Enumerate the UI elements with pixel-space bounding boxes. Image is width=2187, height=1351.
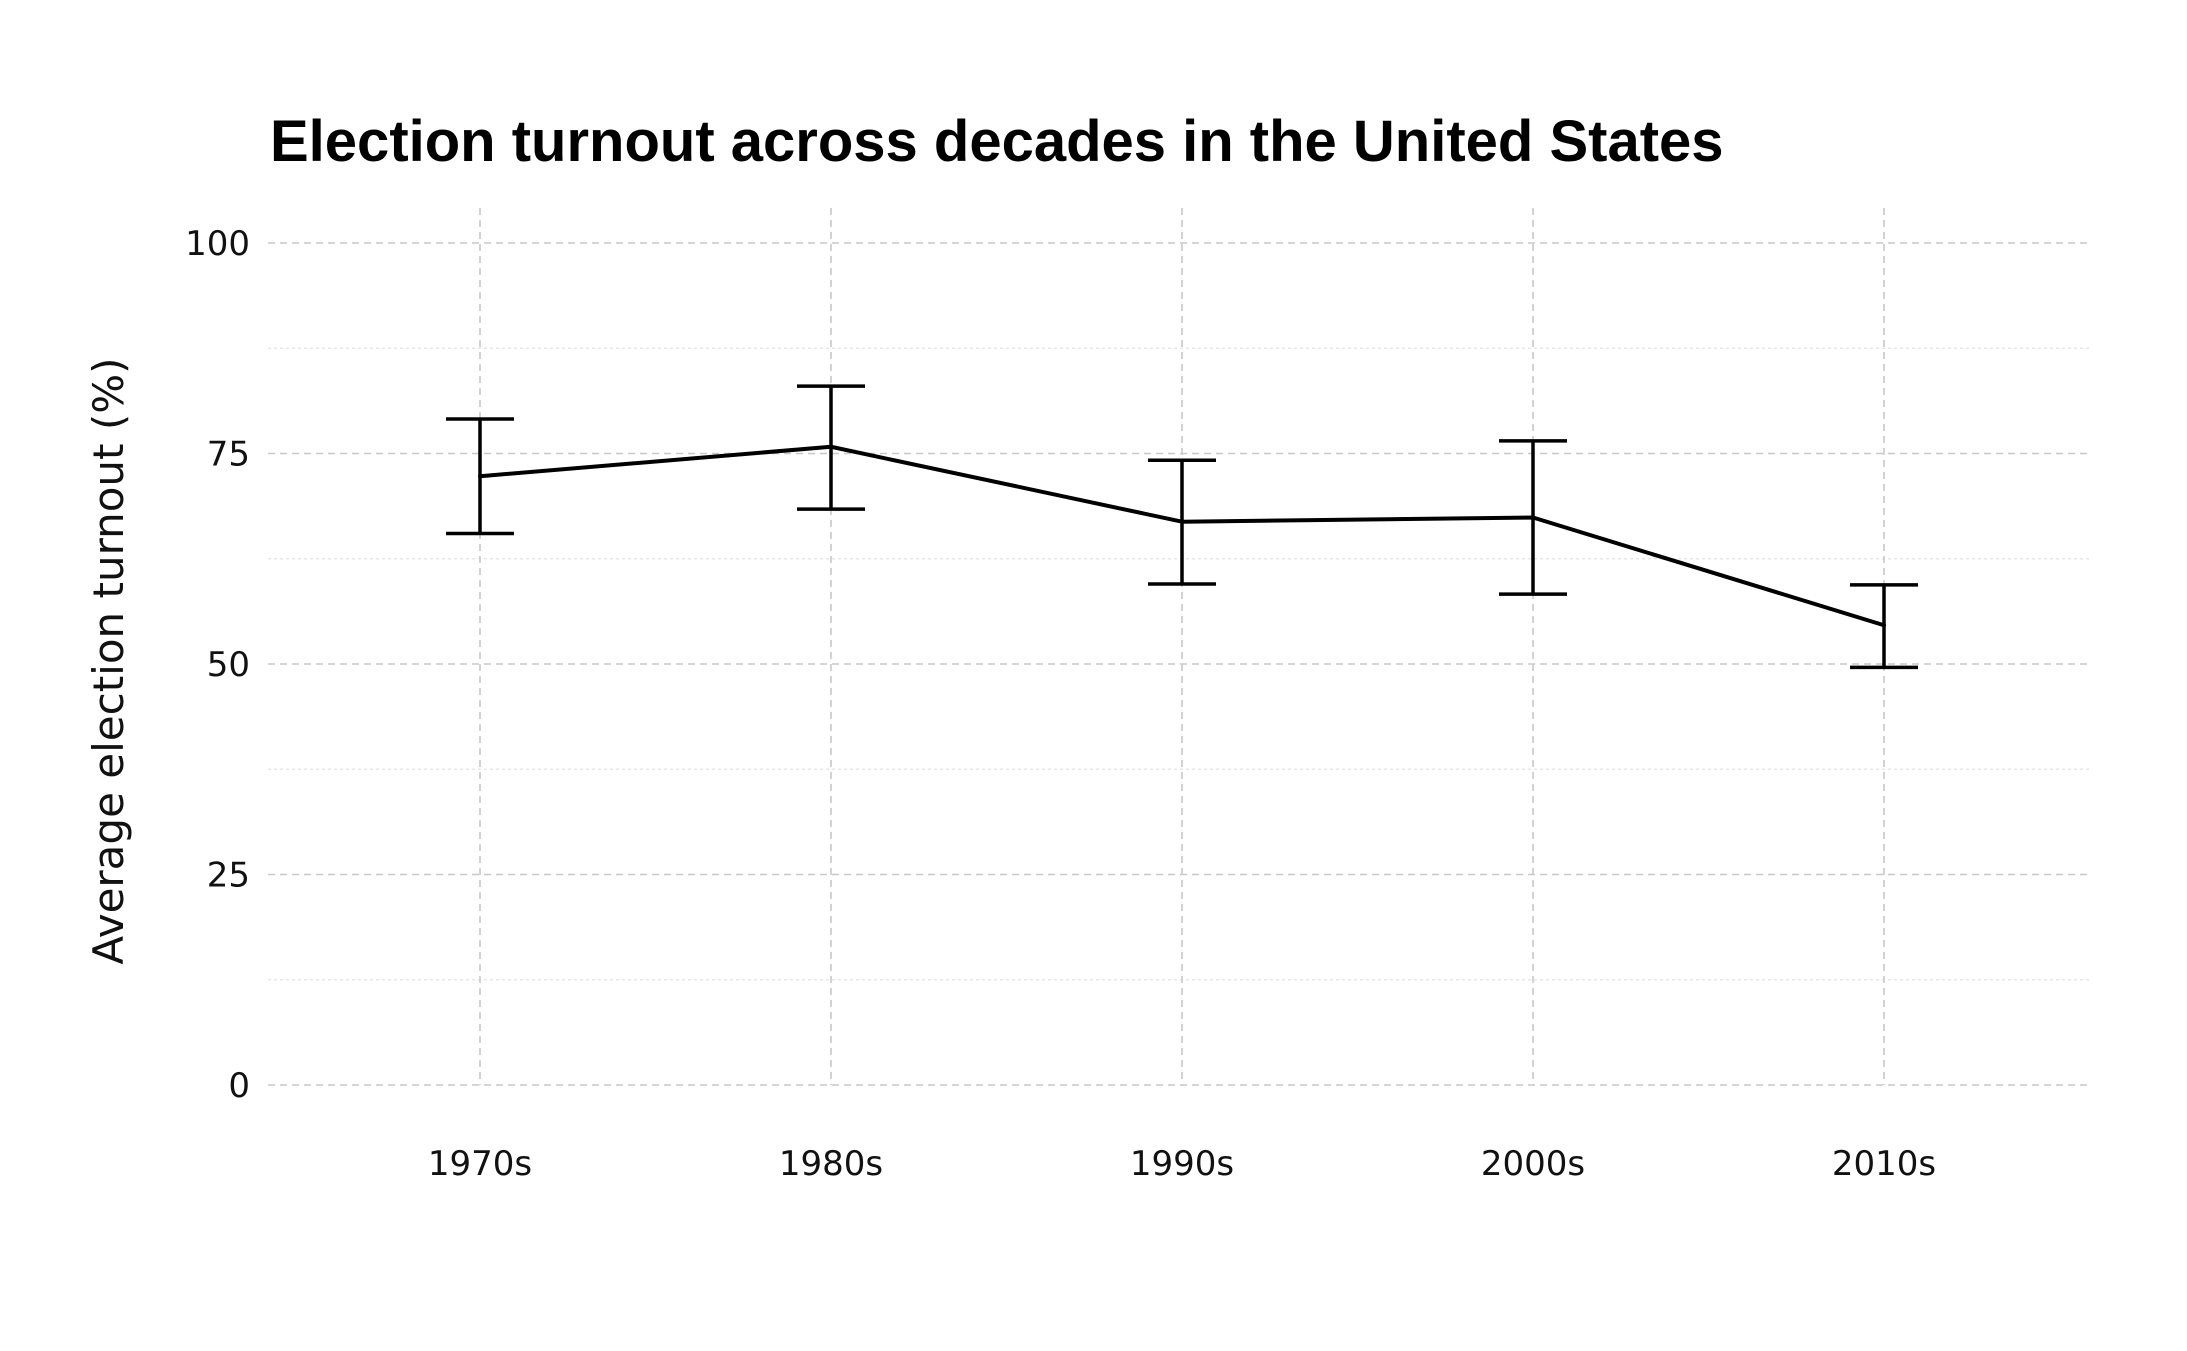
x-tick-label: 2000s (1481, 1144, 1585, 1184)
y-axis-label: Average election turnout (%) (84, 357, 133, 964)
gridlines (268, 208, 2092, 1086)
data-point (829, 444, 833, 449)
data-point (1882, 623, 1886, 628)
x-tick-label: 1970s (428, 1144, 532, 1184)
data-point (1531, 515, 1535, 520)
y-tick-label: 25 (207, 856, 250, 896)
x-tick-labels: 1970s 1980s 1990s 2000s 2010s (428, 1144, 1936, 1184)
data-point (478, 474, 482, 479)
y-tick-label: 0 (228, 1066, 250, 1106)
y-tick-label: 100 (185, 224, 250, 264)
y-tick-labels: 0 25 50 75 100 (185, 224, 250, 1106)
y-tick-label: 75 (207, 435, 250, 475)
series-layer (478, 444, 1886, 628)
data-point (1180, 519, 1184, 524)
chart-title: Election turnout across decades in the U… (270, 109, 1724, 174)
x-tick-label: 2010s (1832, 1144, 1936, 1184)
x-tick-label: 1980s (779, 1144, 883, 1184)
x-tick-label: 1990s (1130, 1144, 1234, 1184)
y-tick-label: 50 (207, 645, 250, 685)
